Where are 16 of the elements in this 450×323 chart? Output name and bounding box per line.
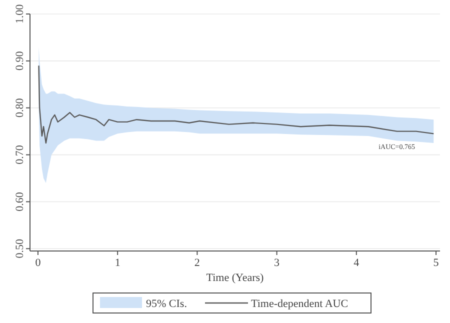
x-axis-title: Time (Years) bbox=[206, 272, 264, 284]
x-tick-label: 4 bbox=[354, 257, 360, 269]
y-tick-label: 0.90 bbox=[14, 50, 26, 71]
text: 95% CIs. bbox=[146, 298, 188, 310]
y-tick-label: 0.60 bbox=[14, 192, 26, 212]
y-tick-label: 0.80 bbox=[14, 98, 26, 118]
y-tick-label: 0.70 bbox=[14, 144, 26, 164]
y-tick-label: 1.00 bbox=[14, 4, 26, 24]
y-tick-label: 0.50 bbox=[14, 238, 26, 258]
line-series bbox=[38, 65, 434, 144]
x-tick-label: 5 bbox=[433, 257, 440, 269]
x-tick-label: 0 bbox=[35, 257, 42, 269]
x-tick-label: 3 bbox=[274, 257, 280, 269]
x-tick-label: 1 bbox=[114, 257, 120, 269]
x-tick-label: 2 bbox=[194, 257, 200, 269]
legend-label: Time-dependent AUC bbox=[251, 298, 348, 310]
